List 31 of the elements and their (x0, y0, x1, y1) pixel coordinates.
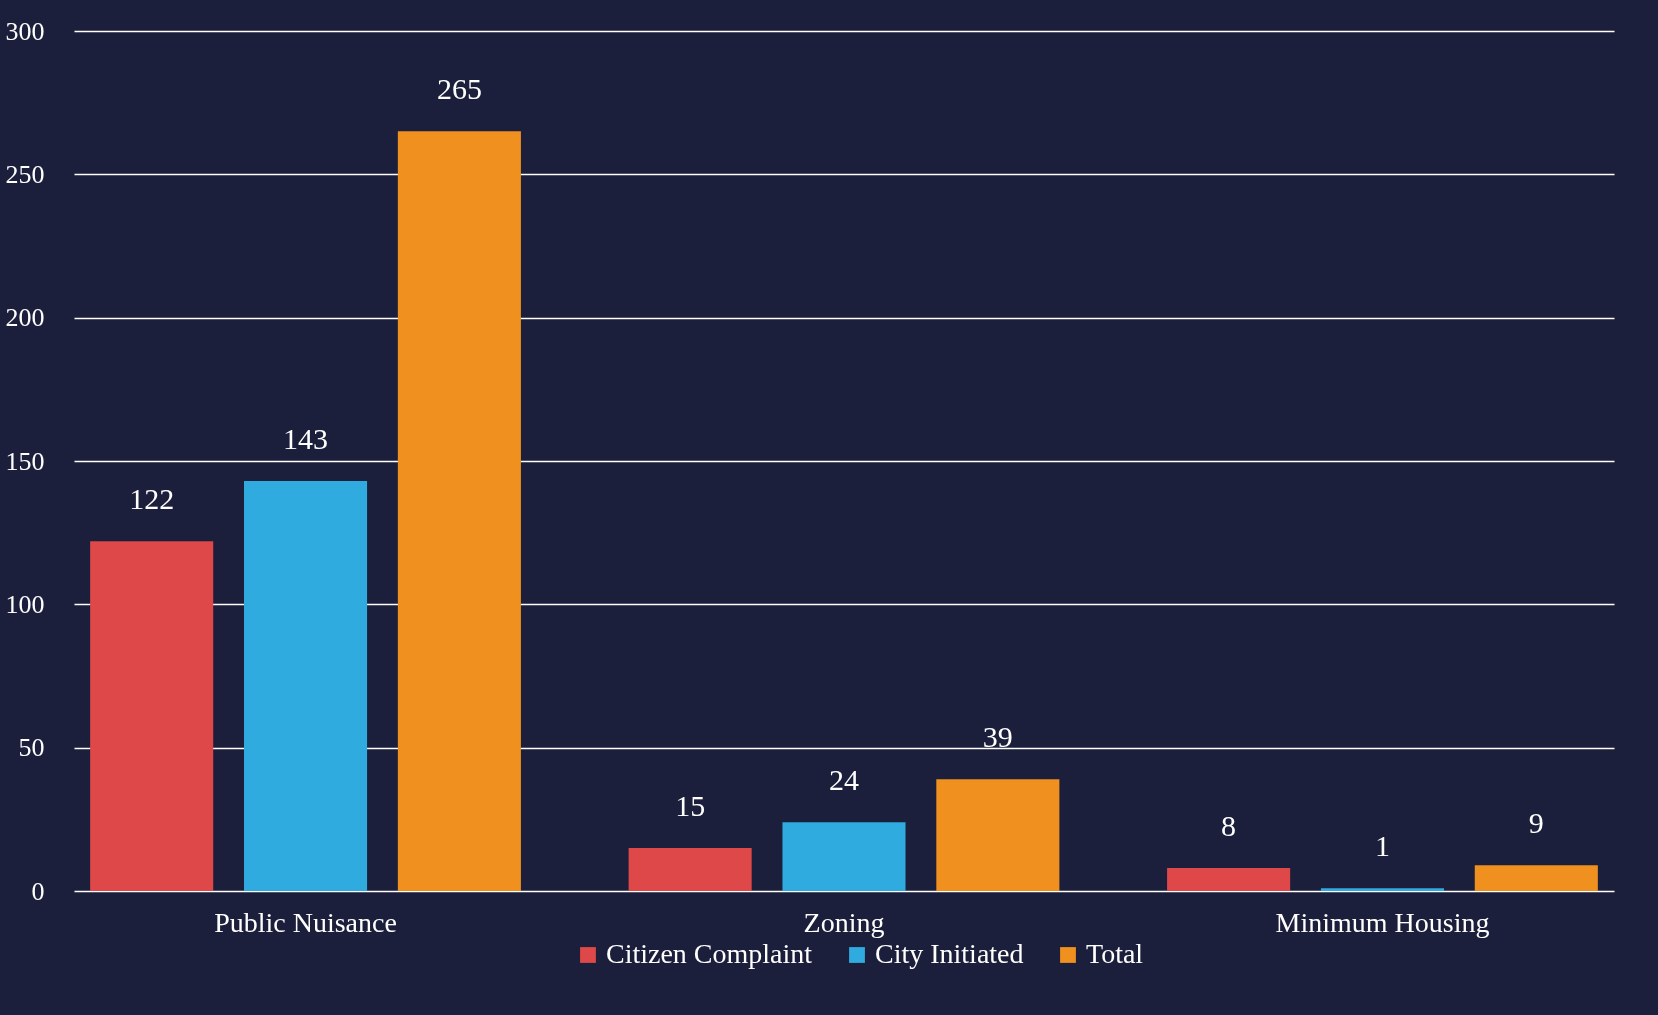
data-label: 24 (829, 763, 859, 797)
legend-label: Citizen Complaint (606, 938, 813, 969)
legend-label: Total (1086, 938, 1144, 969)
data-label: 1 (1374, 829, 1390, 863)
y-tick-label: 250 (5, 159, 45, 189)
y-tick-label: 300 (5, 16, 45, 46)
bar (936, 779, 1060, 891)
y-tick-label: 0 (31, 876, 45, 906)
y-tick-label: 200 (5, 303, 45, 333)
data-label: 265 (436, 72, 482, 106)
bar (1320, 888, 1444, 891)
y-tick-label: 150 (5, 446, 45, 476)
data-label: 39 (982, 720, 1013, 754)
data-label: 122 (129, 482, 175, 516)
y-tick-label: 50 (18, 733, 45, 763)
y-tick-label: 100 (5, 589, 45, 619)
data-label: 8 (1221, 809, 1237, 843)
bar (628, 848, 752, 891)
legend-label: City Initiated (875, 938, 1024, 969)
bar (1167, 868, 1291, 891)
data-label: 9 (1528, 806, 1544, 840)
bar (1474, 865, 1598, 891)
bar (782, 822, 906, 891)
data-label: 15 (675, 789, 706, 822)
bar (244, 481, 368, 891)
bar (90, 541, 214, 891)
x-tick-label: Public Nuisance (214, 906, 397, 938)
data-label: 143 (283, 422, 329, 456)
bar (397, 131, 521, 891)
x-tick-label: Minimum Housing (1275, 906, 1490, 938)
x-tick-label: Zoning (803, 906, 885, 938)
